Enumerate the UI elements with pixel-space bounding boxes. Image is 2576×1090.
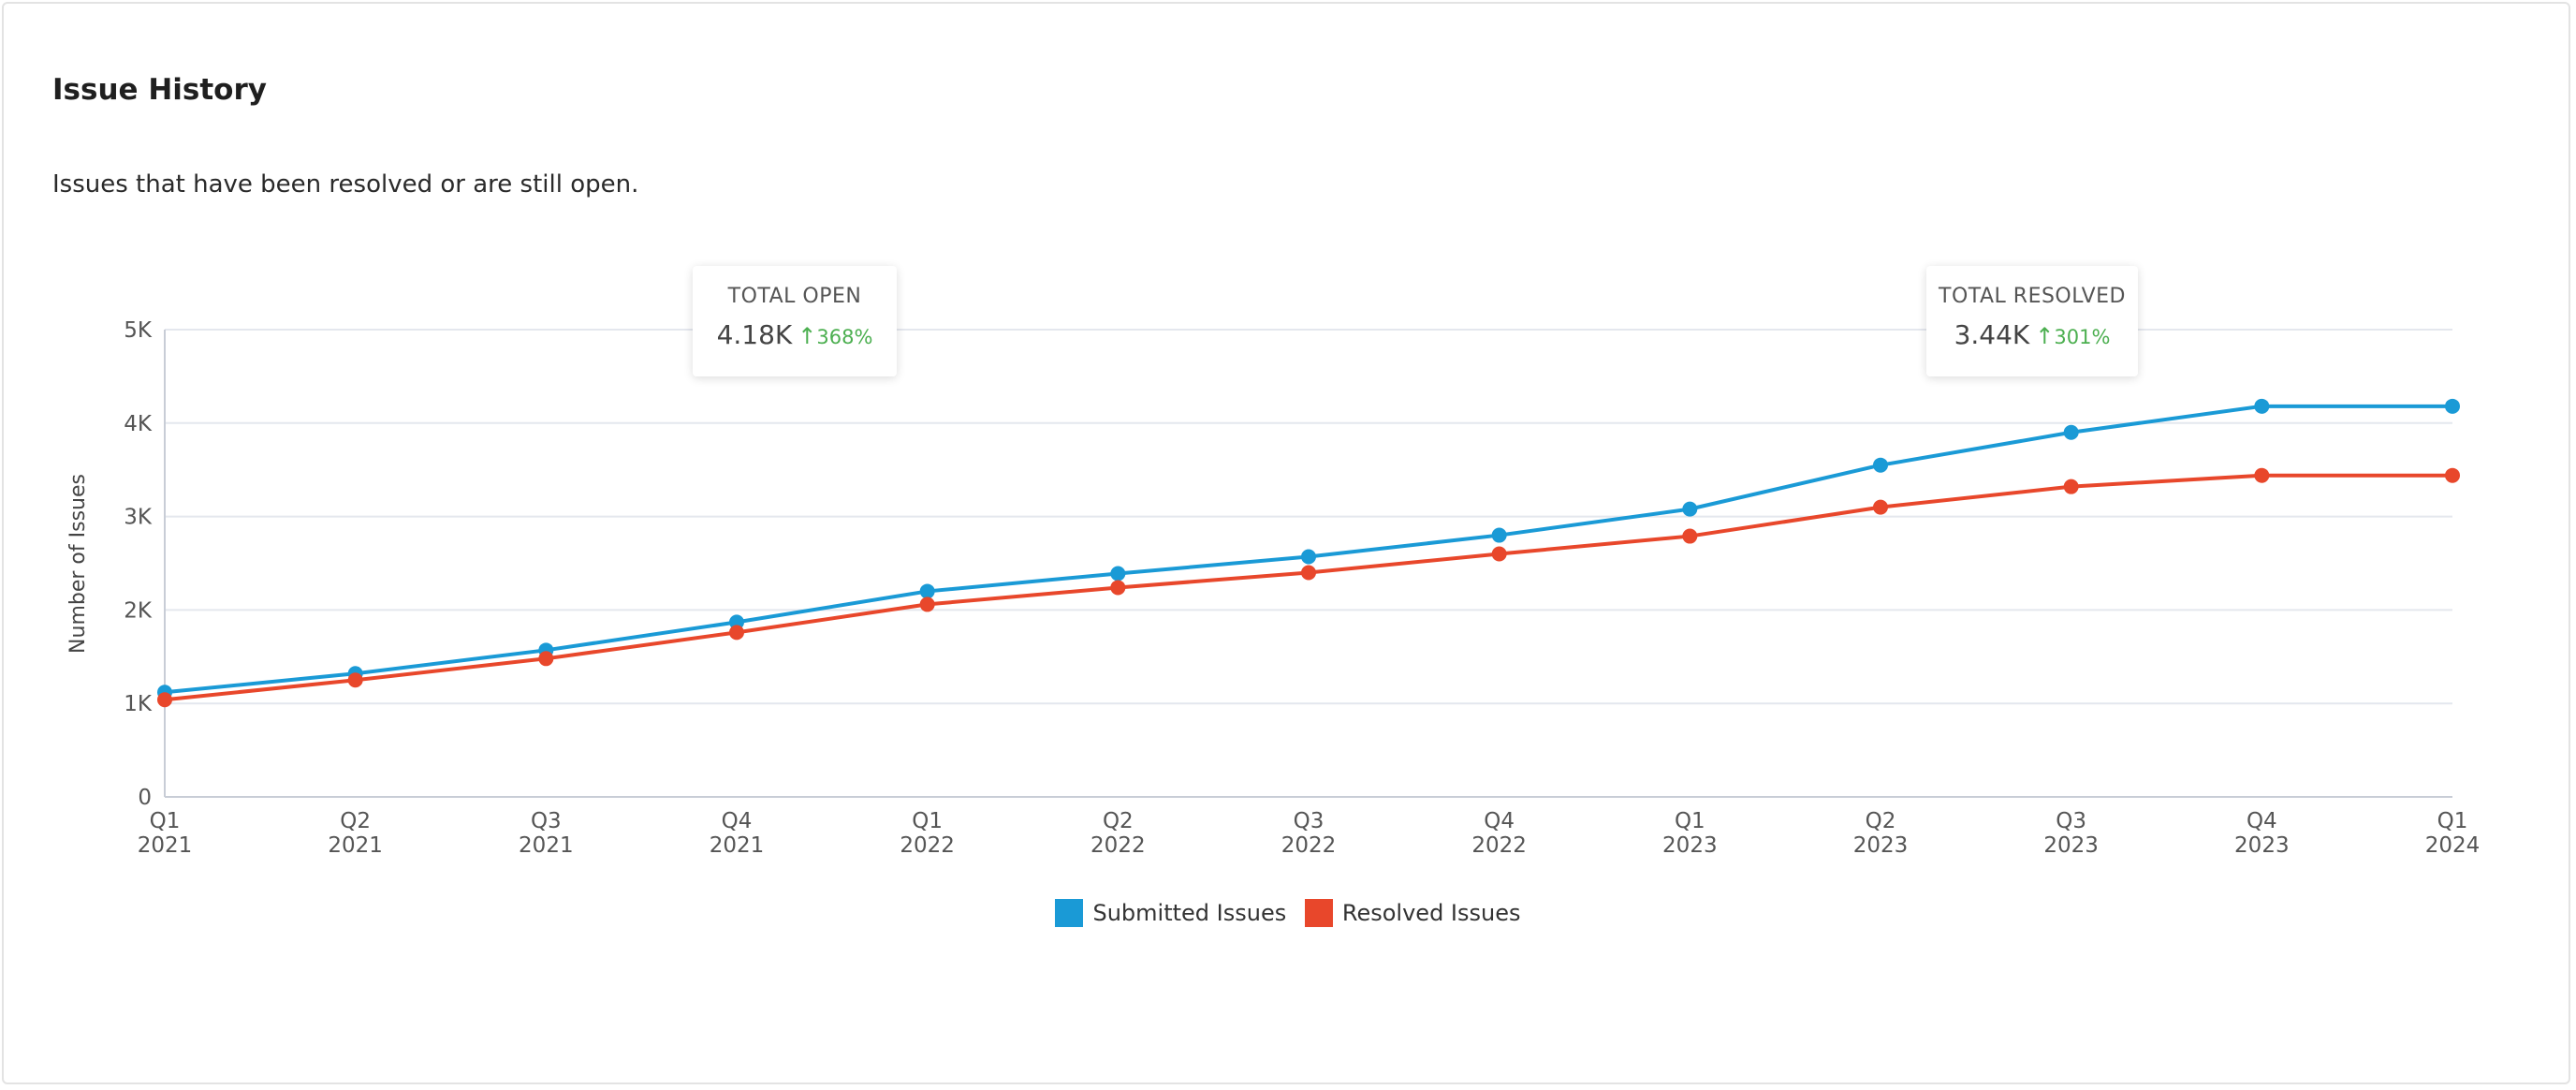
total-resolved-label: TOTAL RESOLVED bbox=[1939, 285, 2126, 308]
data-point-submitted[interactable] bbox=[2063, 424, 2079, 440]
data-point-resolved[interactable] bbox=[919, 597, 935, 612]
y-tick-label: 4K bbox=[124, 412, 153, 436]
total-open-change: 368% bbox=[816, 326, 873, 348]
x-axis: Q1 2021 Q2 2021 Q3 2021 Q4 2021 Q1 2022 Q2 2022 Q3 20… bbox=[138, 809, 2481, 858]
y-tick-label: 1K bbox=[124, 692, 153, 716]
x-tick-label: Q1 2024 bbox=[2425, 809, 2481, 858]
y-tick-label: 3K bbox=[124, 506, 153, 530]
data-point-submitted[interactable] bbox=[729, 614, 744, 630]
total-open-card: TOTAL OPEN 4.18K ↑368% bbox=[693, 266, 897, 376]
data-point-resolved[interactable] bbox=[729, 625, 744, 641]
x-tick-label: Q4 2021 bbox=[710, 809, 765, 858]
y-axis-label: Number of Issues bbox=[66, 474, 90, 654]
chart-series bbox=[157, 398, 2460, 708]
data-point-resolved[interactable] bbox=[347, 672, 363, 688]
total-open-value: 4.18K bbox=[716, 319, 793, 350]
data-point-submitted[interactable] bbox=[1491, 527, 1507, 543]
data-point-resolved[interactable] bbox=[1682, 528, 1698, 544]
page-subtitle: Issues that have been resolved or are st… bbox=[52, 170, 639, 199]
total-resolved-change: 301% bbox=[2054, 326, 2111, 348]
chart-legend: Submitted Issues Resolved Issues bbox=[0, 899, 2576, 933]
legend-swatch-resolved bbox=[1304, 899, 1333, 927]
data-point-submitted[interactable] bbox=[1873, 457, 1888, 473]
y-tick-label: 5K bbox=[124, 318, 153, 343]
x-tick-label: Q1 2022 bbox=[900, 809, 955, 858]
total-resolved-value: 3.44K bbox=[1954, 319, 2030, 350]
y-tick-label: 0 bbox=[138, 786, 152, 810]
data-point-resolved[interactable] bbox=[1301, 565, 1316, 581]
legend-label-submitted: Submitted Issues bbox=[1092, 900, 1287, 926]
total-resolved-card: TOTAL RESOLVED 3.44K ↑301% bbox=[1926, 266, 2138, 376]
data-point-resolved[interactable] bbox=[1491, 546, 1507, 562]
data-point-resolved[interactable] bbox=[2445, 467, 2460, 483]
data-point-submitted[interactable] bbox=[1301, 549, 1316, 565]
x-tick-label: Q2 2021 bbox=[328, 809, 383, 858]
data-point-resolved[interactable] bbox=[2254, 467, 2270, 483]
x-tick-label: Q3 2023 bbox=[2043, 809, 2099, 858]
data-point-resolved[interactable] bbox=[1110, 580, 1126, 596]
series-line-resolved bbox=[164, 473, 2452, 702]
total-open-label: TOTAL OPEN bbox=[727, 285, 862, 308]
data-point-resolved[interactable] bbox=[1873, 499, 1888, 515]
x-tick-label: Q2 2022 bbox=[1090, 809, 1146, 858]
x-tick-label: Q1 2023 bbox=[1662, 809, 1718, 858]
legend-item-resolved[interactable]: Resolved Issues bbox=[1304, 899, 1521, 927]
x-tick-label: Q4 2023 bbox=[2234, 809, 2290, 858]
data-point-resolved[interactable] bbox=[157, 692, 172, 708]
legend-swatch-submitted bbox=[1055, 899, 1084, 927]
data-point-submitted[interactable] bbox=[919, 583, 935, 599]
data-point-submitted[interactable] bbox=[1110, 566, 1126, 582]
legend-label-resolved: Resolved Issues bbox=[1341, 900, 1521, 926]
arrow-up-icon: ↑ bbox=[798, 323, 817, 349]
legend-item-submitted[interactable]: Submitted Issues bbox=[1055, 899, 1286, 927]
x-tick-label: Q1 2021 bbox=[138, 809, 193, 858]
data-point-submitted[interactable] bbox=[1682, 501, 1698, 517]
x-tick-label: Q3 2021 bbox=[519, 809, 574, 858]
page-title: Issue History bbox=[52, 73, 267, 107]
data-point-resolved[interactable] bbox=[2063, 479, 2079, 494]
data-point-submitted[interactable] bbox=[2254, 398, 2270, 414]
x-tick-label: Q3 2022 bbox=[1281, 809, 1337, 858]
arrow-up-icon: ↑ bbox=[2035, 323, 2055, 349]
data-point-resolved[interactable] bbox=[538, 651, 554, 667]
data-point-submitted[interactable] bbox=[2445, 398, 2460, 414]
y-tick-label: 2K bbox=[124, 598, 153, 623]
x-tick-label: Q4 2022 bbox=[1471, 809, 1527, 858]
x-tick-label: Q2 2023 bbox=[1853, 809, 1909, 858]
y-axis: 0 1K 2K 3K 4K 5K bbox=[124, 318, 166, 810]
